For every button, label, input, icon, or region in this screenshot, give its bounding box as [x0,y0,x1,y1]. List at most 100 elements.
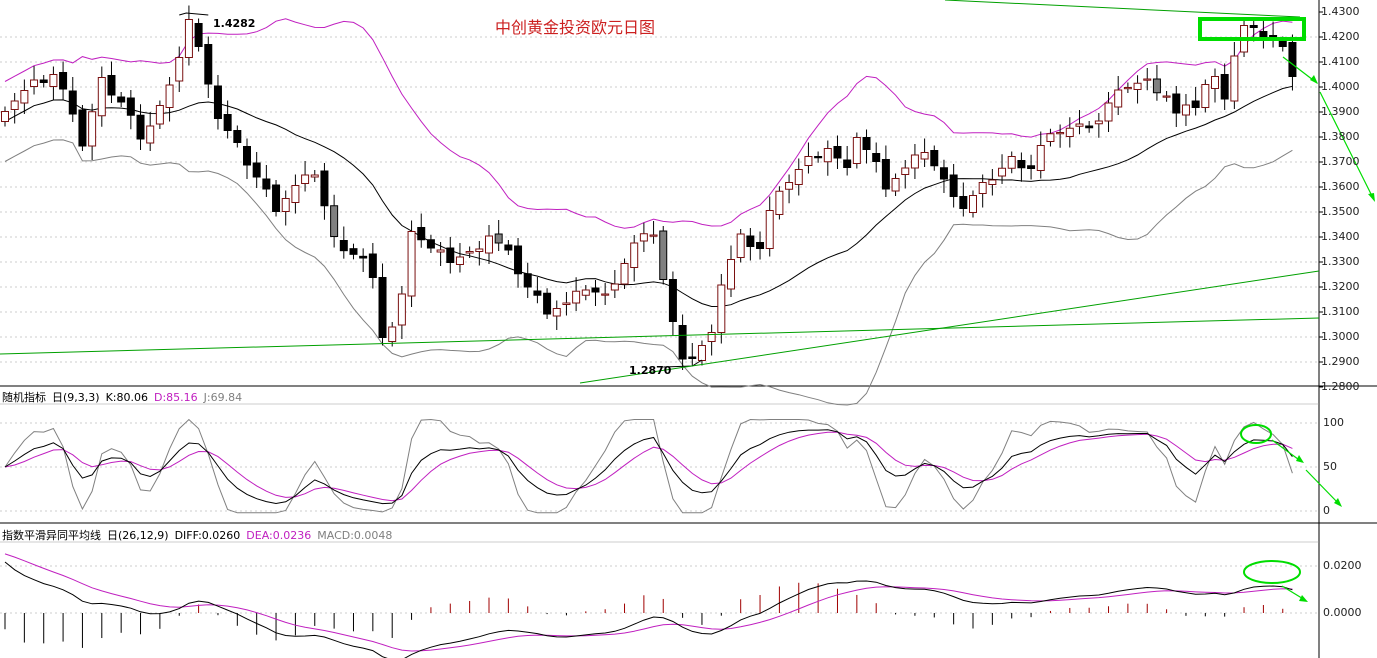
candle-body [610,283,619,291]
trendline-rising [579,270,1320,384]
arrow-head [1310,75,1318,84]
candle-body [1065,127,1074,137]
candle-body [562,302,571,305]
candle-body [175,57,184,82]
kdj-params: 日(9,3,3) [52,391,100,404]
candle-body [523,273,532,288]
candle-body [939,167,948,180]
candle-body [785,182,794,190]
candle-body [310,174,319,178]
candle-body [504,244,513,251]
candle-body [978,182,987,194]
candle-body [494,233,503,244]
candle-body [1085,125,1094,129]
candle-body [68,90,77,115]
price-tick-label: 1.4200 [1321,30,1360,43]
candle-body [126,97,135,116]
candle-body [223,114,232,131]
candle-body [1094,120,1103,125]
candle-body [920,152,929,160]
candle-body [814,156,823,159]
candle-body [117,96,126,103]
candle-body [446,247,455,263]
candle-body [1249,25,1258,28]
highlight-ellipse [1240,424,1272,444]
candle-body [514,245,523,275]
candle-body [949,174,958,197]
candle-body [756,242,765,249]
candle-body [862,137,871,150]
candle-body [736,233,745,258]
price-tick-label: 1.4100 [1321,55,1360,68]
kdj-tick-label: 0 [1323,504,1330,517]
candle-body [630,242,639,268]
candle-body [252,162,261,178]
candle-body [775,190,784,215]
candle-body [649,234,658,237]
arrow-head [1334,498,1342,507]
candle-body [1075,123,1084,127]
candle-body [581,289,590,296]
kdj-header: 随机指标 日(9,3,3) K:80.06 D:85.16 J:69.84 [2,389,248,405]
candle-body [552,308,561,317]
trendline-resistance [944,0,1301,18]
high-marker [179,12,209,16]
high-price-label: 1.4282 [213,17,256,30]
candle-body [543,292,552,315]
trendline-support [0,317,1320,355]
candle-body [426,239,435,249]
candle-body [485,235,493,254]
candle-body [417,227,426,241]
macd-macd-value: MACD:0.0048 [317,529,393,542]
candle-body [165,84,174,108]
candle-body [30,79,39,87]
candle-body [339,240,348,252]
candle-body [678,325,687,360]
candle-body [194,23,203,47]
candle-body [1133,82,1142,90]
price-tick-label: 1.3500 [1321,205,1360,218]
macd-diff-value: DIFF:0.0260 [174,529,241,542]
highlight-box [1198,17,1306,41]
candle-body [465,251,474,254]
candle-body [572,290,581,304]
price-tick-label: 1.3200 [1321,280,1360,293]
candle-body [1,111,9,122]
candle-body [1220,74,1229,100]
candle-body [998,167,1007,177]
candle-body [668,279,677,322]
candle-body [155,105,164,125]
candle-body [1288,42,1297,77]
price-tick-label: 1.3600 [1321,180,1360,193]
candle-body [272,184,281,212]
price-tick-label: 1.3900 [1321,105,1360,118]
kdj-lines [4,418,1293,514]
candle-body [10,100,19,110]
price-tick-label: 1.4000 [1321,80,1360,93]
candle-body [78,109,87,147]
macd-dea-value: DEA:0.0236 [246,529,312,542]
price-tick-label: 1.3400 [1321,230,1360,243]
candle-body [1007,156,1016,169]
candle-body [901,167,910,175]
candle-body [359,255,368,259]
candle-body [1211,76,1219,89]
price-tick-label: 1.3300 [1321,255,1360,268]
kdj-name: 随机指标 [2,391,46,404]
arrow-line [1305,469,1341,506]
candle-body [49,74,58,87]
candle-body [1036,145,1045,171]
lower-band-line [4,139,1293,406]
arrow-line [1271,439,1303,463]
candle-body [233,130,242,143]
highlight-ellipse [1243,560,1301,584]
candle-body [330,205,339,237]
candle-body [1114,89,1123,108]
candle-body [717,284,726,333]
candle-body [833,146,842,159]
kdj-tick-label: 100 [1323,416,1344,429]
candle-body [136,114,145,140]
candle-body [301,174,310,184]
candle-body [184,19,193,58]
